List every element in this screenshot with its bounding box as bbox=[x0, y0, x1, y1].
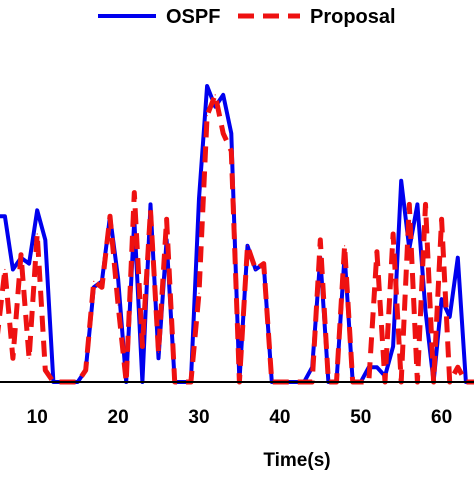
data-point-ospf bbox=[157, 357, 160, 359]
data-point-proposal bbox=[85, 369, 87, 371]
data-point-proposal bbox=[93, 280, 95, 282]
data-point-proposal bbox=[424, 203, 427, 205]
data-point-ospf bbox=[28, 263, 30, 265]
data-point-ospf bbox=[449, 316, 451, 318]
data-point-proposal bbox=[36, 233, 38, 235]
data-point-ospf bbox=[222, 94, 224, 96]
data-point-proposal bbox=[149, 209, 152, 211]
data-point-ospf bbox=[149, 203, 152, 205]
data-point-proposal bbox=[20, 254, 22, 256]
data-point-proposal bbox=[230, 150, 232, 152]
data-point-proposal bbox=[344, 245, 346, 247]
data-point-proposal bbox=[214, 94, 216, 96]
data-point-proposal bbox=[263, 263, 265, 265]
data-point-proposal bbox=[206, 115, 208, 117]
x-tick-label: 50 bbox=[350, 407, 371, 428]
x-tick-label: 60 bbox=[431, 407, 452, 428]
data-point-proposal bbox=[117, 304, 119, 306]
data-point-ospf bbox=[12, 268, 14, 271]
data-point-ospf bbox=[416, 203, 418, 205]
data-point-ospf bbox=[392, 345, 394, 348]
data-point-ospf bbox=[457, 257, 459, 259]
data-point-proposal bbox=[166, 218, 168, 220]
data-point-ospf bbox=[441, 298, 443, 300]
legend-label-ospf: OSPF bbox=[166, 6, 220, 28]
data-point-ospf bbox=[36, 209, 38, 211]
data-point-proposal bbox=[408, 203, 410, 205]
data-point-proposal bbox=[133, 192, 135, 194]
data-point-ospf bbox=[198, 197, 200, 200]
data-point-proposal bbox=[157, 351, 160, 353]
legend-label-proposal: Proposal bbox=[310, 6, 396, 28]
data-point-proposal bbox=[109, 215, 111, 217]
data-point-proposal bbox=[441, 218, 443, 220]
data-point-proposal bbox=[319, 239, 321, 241]
data-point-proposal bbox=[222, 132, 224, 134]
data-point-ospf bbox=[4, 215, 6, 217]
data-point-ospf bbox=[44, 239, 46, 241]
data-point-proposal bbox=[246, 245, 249, 247]
x-tick-labels: 10 20 30 40 50 60 bbox=[27, 407, 453, 428]
data-point-proposal bbox=[392, 233, 394, 235]
data-point-proposal bbox=[44, 369, 46, 371]
legend: OSPF Proposal bbox=[98, 6, 396, 28]
data-point-proposal bbox=[12, 357, 14, 359]
series-layer bbox=[0, 84, 474, 385]
x-tick-label: 10 bbox=[27, 407, 48, 428]
x-tick-label: 20 bbox=[108, 407, 129, 428]
data-point-proposal bbox=[141, 345, 143, 348]
data-point-ospf bbox=[206, 85, 208, 87]
data-point-ospf bbox=[230, 132, 232, 134]
data-point-proposal bbox=[4, 268, 6, 271]
data-point-proposal bbox=[457, 366, 459, 368]
data-point-proposal bbox=[255, 268, 257, 271]
data-point-ospf bbox=[424, 310, 427, 312]
data-point-proposal bbox=[28, 357, 30, 359]
data-point-proposal bbox=[101, 286, 103, 288]
data-point-proposal bbox=[376, 251, 378, 253]
x-tick-label: 40 bbox=[269, 407, 290, 428]
series-line-proposal bbox=[0, 92, 474, 385]
x-axis-title: Time(s) bbox=[263, 450, 330, 471]
x-tick-label: 30 bbox=[188, 407, 209, 428]
data-point-ospf bbox=[400, 180, 402, 182]
data-point-ospf bbox=[376, 366, 378, 368]
data-point-proposal bbox=[198, 292, 200, 294]
